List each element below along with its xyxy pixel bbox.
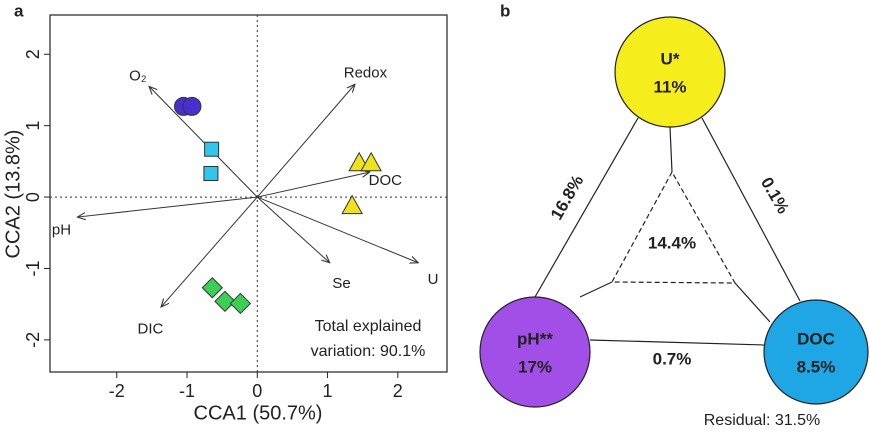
point bbox=[360, 151, 382, 172]
shared-label: 0.7% bbox=[653, 349, 692, 368]
y-tick-label: 1 bbox=[23, 121, 43, 131]
vector-arrow bbox=[149, 86, 258, 198]
circle-share: 11% bbox=[653, 77, 686, 96]
panel-label: a bbox=[14, 1, 24, 20]
vector-label: DIC bbox=[138, 321, 164, 338]
shared-label: 14.4% bbox=[648, 233, 696, 252]
circle-name: U* bbox=[661, 49, 680, 68]
edge bbox=[579, 281, 613, 298]
shared-label: 0.1% bbox=[757, 174, 793, 217]
x-tick-label: -1 bbox=[179, 381, 195, 401]
plot-frame bbox=[49, 14, 448, 373]
point bbox=[214, 290, 236, 313]
circle-ph bbox=[479, 296, 591, 408]
y-axis-label: CCA2 (13.8%) bbox=[2, 130, 24, 259]
circle-share: 17% bbox=[518, 357, 552, 376]
circle-share: 8.5% bbox=[797, 357, 836, 376]
y-tick-label: 2 bbox=[23, 49, 43, 59]
y-tick-label: -1 bbox=[23, 260, 43, 276]
vector-arrow bbox=[161, 196, 258, 307]
vector-label: Redox bbox=[344, 65, 388, 82]
variance-diagram: b U* 11% pH** 17% DOC 8.5% 16.8% 0.1% 0.… bbox=[479, 1, 869, 429]
x-tick-label: 0 bbox=[252, 381, 262, 401]
circle-name: DOC bbox=[797, 329, 835, 348]
point bbox=[341, 194, 363, 215]
point bbox=[203, 166, 219, 182]
edge bbox=[534, 117, 639, 298]
x-tick-label: 1 bbox=[323, 381, 333, 401]
vector-arrow bbox=[257, 172, 369, 198]
x-tick-label: 2 bbox=[393, 381, 403, 401]
shared-region bbox=[610, 170, 737, 284]
y-tick-label: -2 bbox=[23, 332, 43, 348]
vector-label: O₂ bbox=[129, 67, 147, 84]
point bbox=[182, 96, 202, 116]
vector-label: DOC bbox=[369, 172, 403, 189]
point bbox=[204, 141, 220, 157]
circle-u bbox=[614, 16, 726, 128]
edge bbox=[589, 339, 766, 346]
vector-label: U bbox=[428, 271, 439, 288]
edge bbox=[701, 117, 801, 302]
vector-arrow bbox=[257, 196, 418, 263]
panel-label: b bbox=[500, 1, 510, 20]
edge bbox=[669, 126, 673, 173]
point bbox=[229, 292, 252, 315]
vector-arrow bbox=[256, 196, 329, 263]
y-tick-label: 0 bbox=[23, 192, 43, 202]
residual: Residual: 31.5% bbox=[704, 412, 821, 429]
annotation: Total explained bbox=[315, 318, 422, 335]
vector-label: pH bbox=[52, 222, 71, 239]
circle-name: pH** bbox=[517, 329, 553, 348]
circle-doc bbox=[763, 299, 869, 405]
vector-label: Se bbox=[332, 275, 350, 292]
vector-arrow bbox=[77, 196, 258, 217]
edge bbox=[734, 282, 771, 323]
x-tick-label: -2 bbox=[109, 381, 125, 401]
annotation: variation: 90.1% bbox=[311, 343, 426, 360]
vector-arrow bbox=[256, 84, 355, 198]
point bbox=[201, 277, 224, 299]
x-axis-label: CCA1 (50.7%) bbox=[194, 402, 323, 424]
